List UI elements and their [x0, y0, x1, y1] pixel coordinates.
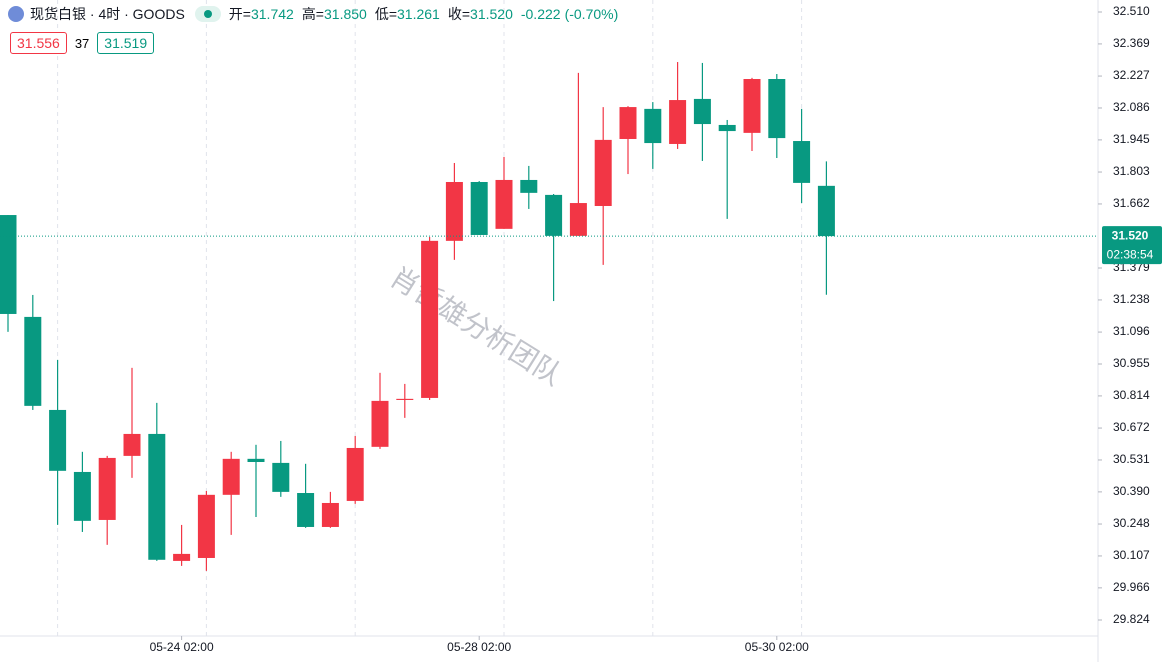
header: 现货白银 · 4时 · GOODS 开= 31.742 高= 31.850 低= 31…: [8, 4, 626, 24]
bid[interactable]: 31.556: [10, 32, 67, 54]
candle-body: [98, 457, 116, 520]
candle-body: [0, 215, 17, 314]
y-tick-label: 30.390: [1113, 484, 1150, 498]
high-value: 31.850: [324, 6, 367, 22]
candle-body: [24, 316, 42, 406]
candle-body: [73, 471, 91, 521]
candle-body: [321, 502, 339, 527]
y-tick-label: 30.955: [1113, 356, 1150, 370]
candle-body: [718, 124, 736, 132]
candle-body: [470, 181, 488, 235]
ask[interactable]: 31.519: [97, 32, 155, 54]
y-tick-label: 32.369: [1113, 36, 1150, 50]
candle-body: [644, 108, 662, 144]
y-tick-label: 30.107: [1113, 548, 1150, 562]
y-tick-label: 30.248: [1113, 516, 1150, 530]
candle-body: [123, 433, 141, 456]
close-label: 收=: [447, 6, 471, 22]
watermark: 肖哲雄分析团队: [385, 261, 568, 391]
candle-body: [297, 493, 315, 527]
change: -0.222: [520, 6, 561, 22]
y-tick-label: 30.531: [1113, 452, 1150, 466]
bid-ask: 31.556 37 31.519: [10, 32, 155, 54]
low-label: 低=: [374, 6, 398, 22]
y-tick-label: 29.966: [1113, 580, 1150, 594]
candle-body: [148, 433, 166, 560]
change-pct: (-0.70%): [564, 6, 619, 22]
y-tick-label: 32.086: [1113, 100, 1150, 114]
y-tick-label: 32.510: [1113, 4, 1150, 18]
close-value: 31.520: [470, 6, 513, 22]
candle-body: [396, 398, 414, 400]
candle-body: [222, 458, 240, 495]
y-tick-label: 31.096: [1113, 324, 1150, 338]
candle-body: [247, 458, 265, 463]
x-tick-label: 05-30 02:00: [745, 640, 809, 654]
candle-body: [669, 100, 687, 144]
candle-body: [569, 203, 587, 236]
candle-body: [594, 139, 612, 206]
price-label: 31.520: [1112, 228, 1149, 242]
candle-body: [371, 400, 389, 447]
open-value: 31.742: [250, 6, 294, 22]
y-tick-label: 31.803: [1113, 164, 1150, 178]
symbol-icon: [8, 6, 24, 22]
countdown: 02:38:54: [1107, 247, 1154, 261]
candle-body: [743, 79, 761, 133]
y-tick-label: 30.814: [1113, 388, 1150, 402]
low-value: 31.261: [397, 6, 440, 22]
y-tick-label: 30.672: [1113, 420, 1150, 434]
candle-body: [173, 553, 191, 561]
x-tick-label: 05-24 02:00: [150, 640, 214, 654]
candle-body: [445, 181, 463, 241]
candle-body: [693, 98, 711, 125]
spread: 37: [74, 35, 90, 51]
y-tick-label: 29.824: [1113, 612, 1150, 626]
candle-body: [495, 179, 513, 229]
x-tick-label: 05-28 02:00: [447, 640, 511, 654]
y-tick-label: 31.945: [1113, 132, 1150, 146]
candle-body: [197, 494, 215, 558]
high-label: 高=: [301, 6, 324, 22]
candle-body: [272, 462, 290, 492]
candle-body: [768, 79, 786, 139]
y-tick-label: 31.662: [1113, 196, 1150, 210]
symbol[interactable]: 现货白银 · 4时 · GOODS: [30, 6, 185, 22]
y-tick-label: 31.238: [1113, 292, 1150, 306]
open-label: 开=: [228, 6, 251, 22]
candle-body: [619, 107, 637, 139]
candle-body: [421, 240, 439, 398]
candle-body: [49, 409, 67, 471]
candle-body: [793, 141, 811, 183]
visibility-toggle[interactable]: [194, 6, 221, 22]
candle-body: [346, 447, 364, 501]
y-tick-label: 32.227: [1113, 68, 1150, 82]
candle-body: [817, 185, 835, 237]
candle-body: [520, 179, 538, 193]
price-label-bg: [1102, 226, 1162, 265]
candle-body: [545, 194, 563, 236]
